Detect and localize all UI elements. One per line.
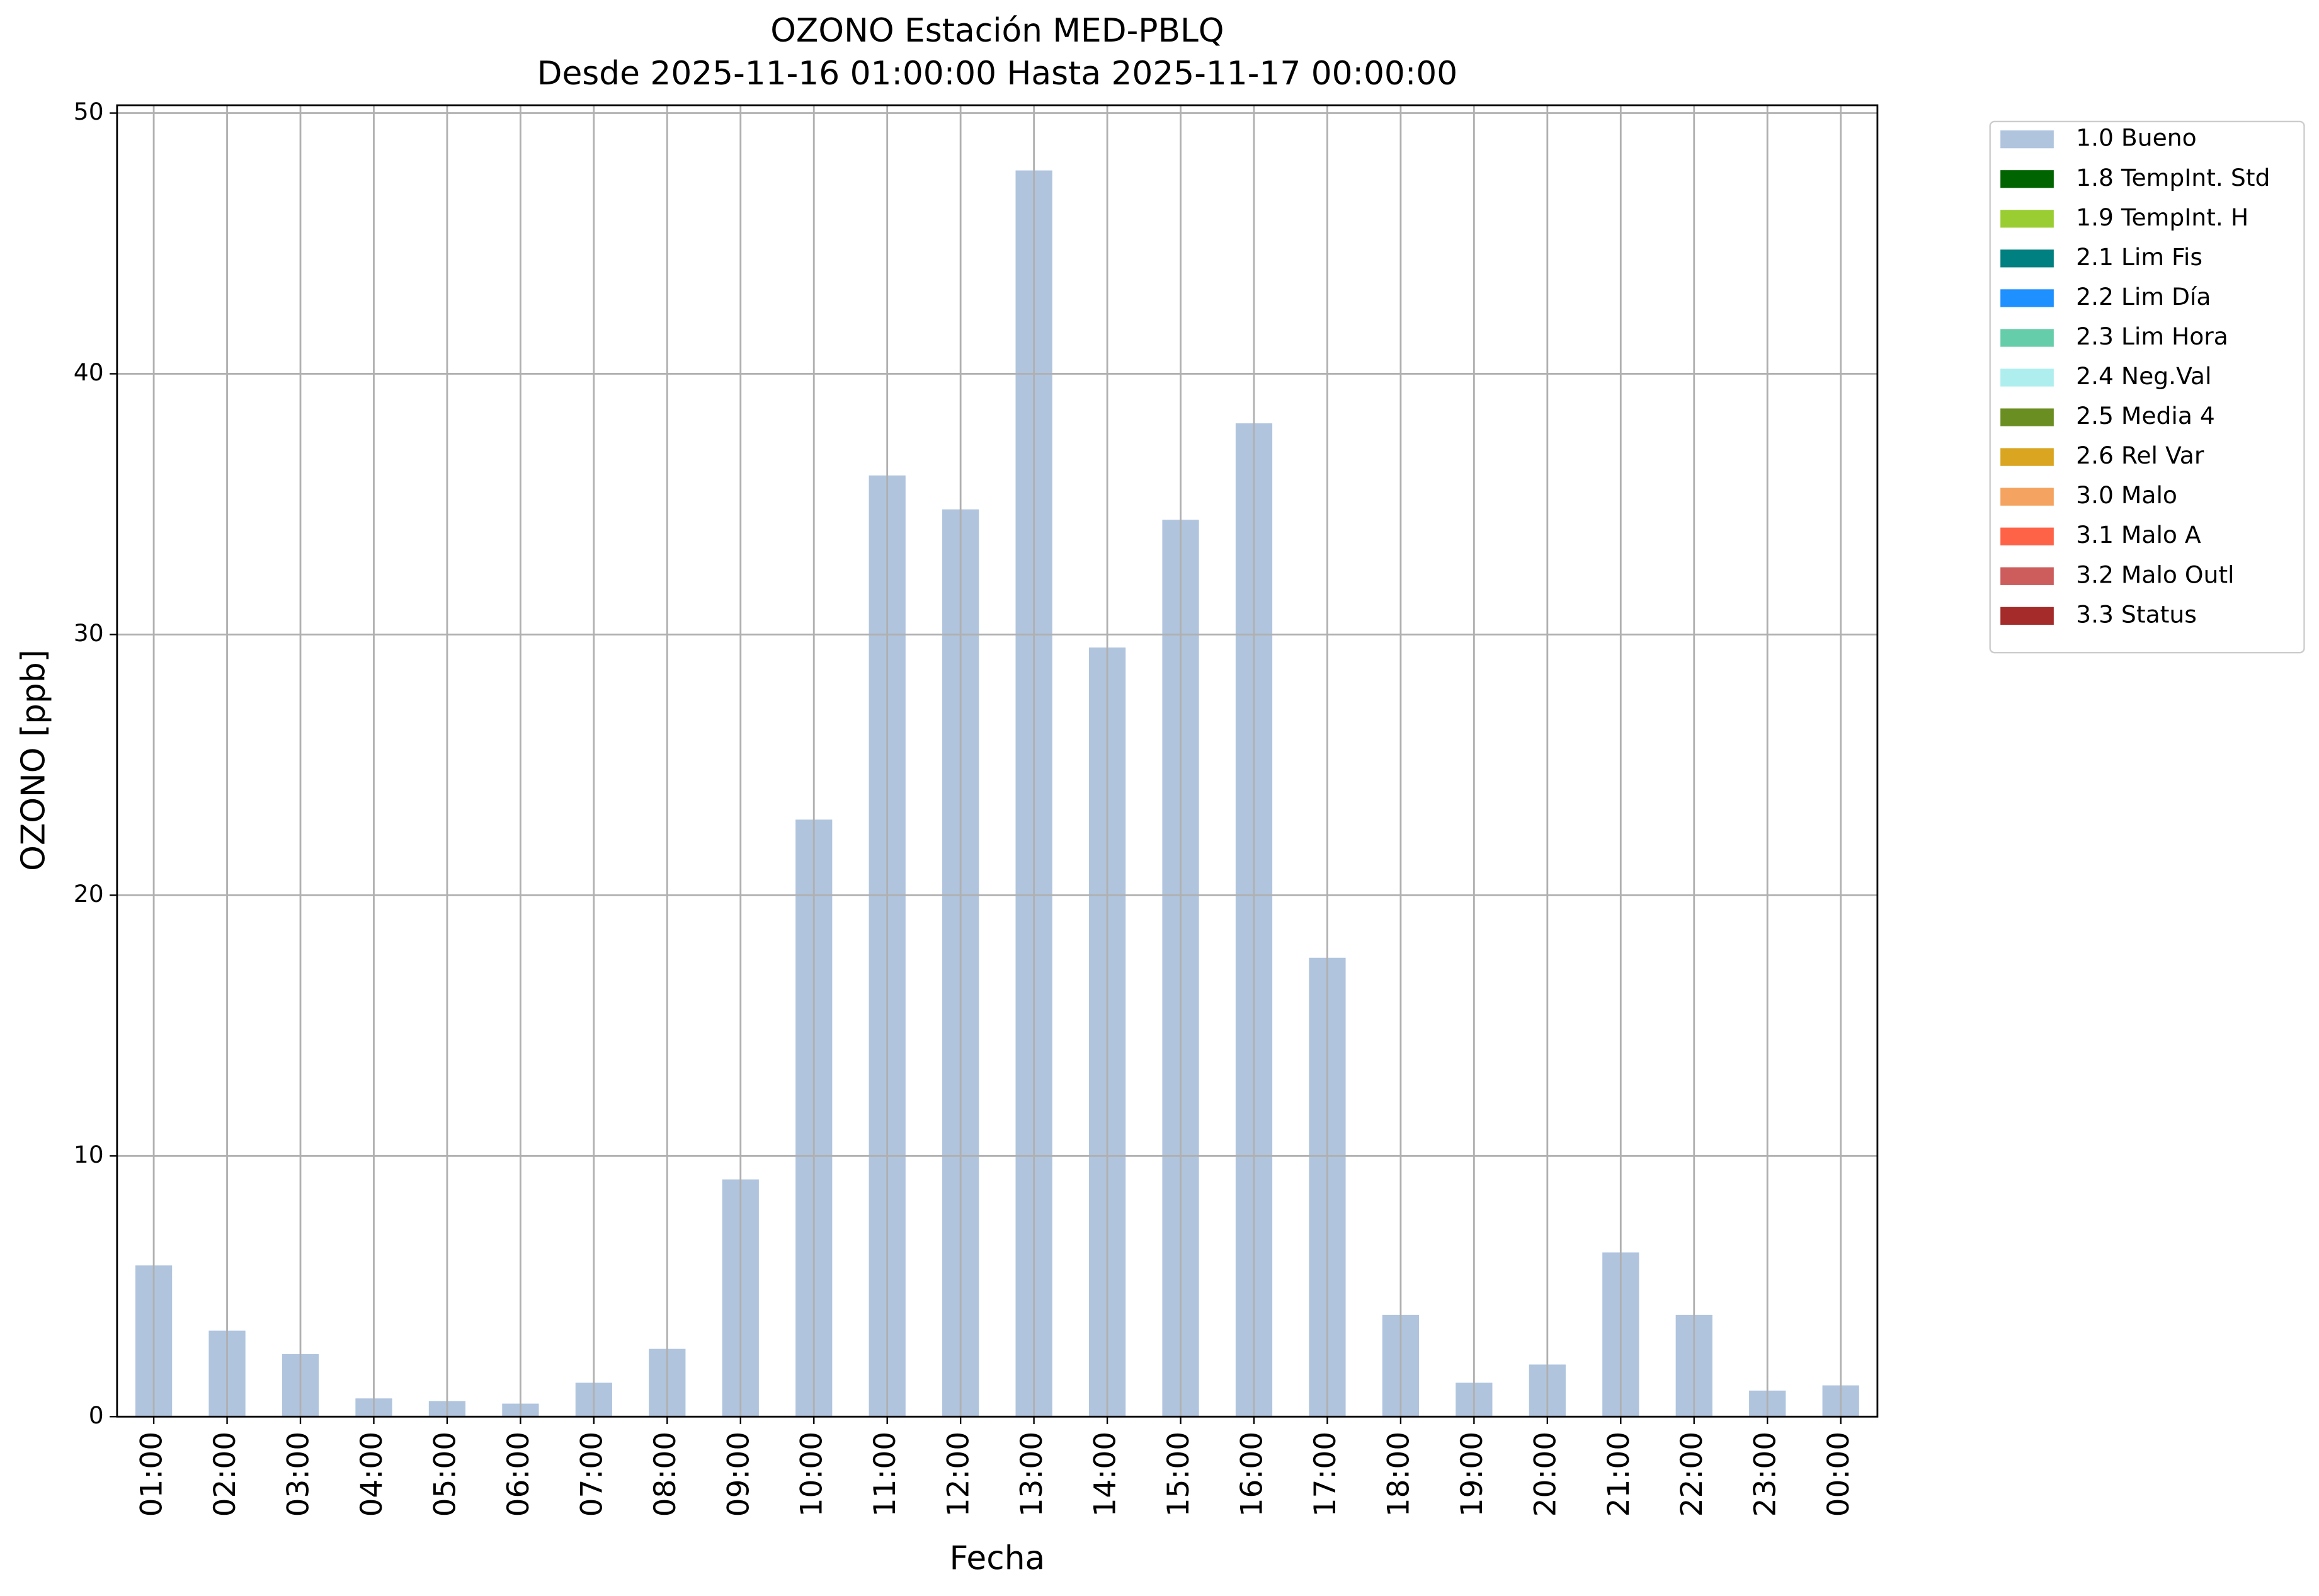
y-tick-label: 20 bbox=[74, 880, 104, 908]
legend-swatch bbox=[2000, 170, 2054, 188]
x-tick-label: 20:00 bbox=[1528, 1432, 1563, 1517]
y-tick-label: 0 bbox=[89, 1401, 104, 1429]
x-tick-label: 21:00 bbox=[1602, 1432, 1636, 1517]
x-tick-label: 17:00 bbox=[1308, 1432, 1343, 1517]
x-tick-label: 16:00 bbox=[1234, 1432, 1269, 1517]
legend-swatch bbox=[2000, 289, 2054, 307]
legend-label: 2.2 Lim Día bbox=[2076, 283, 2211, 311]
legend-swatch bbox=[2000, 130, 2054, 149]
x-tick-label: 12:00 bbox=[942, 1432, 976, 1517]
legend-label: 1.9 TempInt. H bbox=[2076, 203, 2248, 231]
x-tick-label: 13:00 bbox=[1015, 1432, 1049, 1517]
x-tick-label: 14:00 bbox=[1088, 1432, 1123, 1517]
legend-swatch bbox=[2000, 368, 2054, 387]
legend-swatch bbox=[2000, 329, 2054, 347]
x-tick-label: 09:00 bbox=[721, 1432, 756, 1517]
x-tick-label: 03:00 bbox=[282, 1432, 316, 1517]
legend-swatch bbox=[2000, 210, 2054, 228]
legend-swatch bbox=[2000, 607, 2054, 625]
legend-label: 2.6 Rel Var bbox=[2076, 442, 2204, 469]
x-tick-label: 01:00 bbox=[135, 1432, 169, 1517]
legend-swatch bbox=[2000, 249, 2054, 268]
legend-swatch bbox=[2000, 448, 2054, 466]
legend-label: 2.3 Lim Hora bbox=[2076, 322, 2228, 350]
y-tick-label: 30 bbox=[74, 619, 104, 647]
y-tick-label: 40 bbox=[74, 358, 104, 386]
legend-swatch bbox=[2000, 527, 2054, 545]
x-axis-label: Fecha bbox=[950, 1539, 1046, 1577]
legend-box bbox=[1989, 120, 2305, 654]
x-tick-label: 15:00 bbox=[1161, 1432, 1196, 1517]
legend-swatch bbox=[2000, 567, 2054, 585]
plot-frame bbox=[116, 104, 1879, 1418]
y-tick-label: 10 bbox=[74, 1141, 104, 1168]
legend-swatch bbox=[2000, 487, 2054, 506]
legend-label: 1.8 TempInt. Std bbox=[2076, 164, 2270, 191]
legend-swatch bbox=[2000, 408, 2054, 426]
y-tick-label: 50 bbox=[74, 98, 104, 125]
x-tick-label: 02:00 bbox=[208, 1432, 242, 1517]
x-tick-label: 06:00 bbox=[501, 1432, 536, 1517]
chart-title: OZONO Estación MED-PBLQ bbox=[770, 12, 1224, 50]
x-tick-label: 22:00 bbox=[1675, 1432, 1709, 1517]
x-tick-label: 08:00 bbox=[648, 1432, 683, 1517]
legend-label: 2.1 Lim Fis bbox=[2076, 243, 2202, 271]
y-axis-label: OZONO [ppb] bbox=[14, 649, 52, 871]
legend-label: 2.5 Media 4 bbox=[2076, 402, 2215, 430]
legend-label: 1.0 Bueno bbox=[2076, 124, 2196, 152]
x-tick-label: 18:00 bbox=[1381, 1432, 1416, 1517]
x-tick-label: 19:00 bbox=[1455, 1432, 1490, 1517]
legend-label: 3.1 Malo A bbox=[2076, 521, 2201, 549]
legend-label: 3.3 Status bbox=[2076, 600, 2197, 628]
chart-subtitle: Desde 2025-11-16 01:00:00 Hasta 2025-11-… bbox=[537, 55, 1458, 93]
legend-label: 3.0 Malo bbox=[2076, 481, 2177, 509]
legend-label: 2.4 Neg.Val bbox=[2076, 362, 2211, 390]
x-tick-label: 11:00 bbox=[868, 1432, 903, 1517]
x-tick-label: 00:00 bbox=[1821, 1432, 1856, 1517]
x-tick-label: 10:00 bbox=[795, 1432, 829, 1517]
legend-label: 3.2 Malo Outl bbox=[2076, 561, 2234, 588]
x-tick-label: 07:00 bbox=[574, 1432, 609, 1517]
x-tick-label: 04:00 bbox=[355, 1432, 389, 1517]
x-tick-label: 23:00 bbox=[1748, 1432, 1783, 1517]
x-tick-label: 05:00 bbox=[428, 1432, 462, 1517]
